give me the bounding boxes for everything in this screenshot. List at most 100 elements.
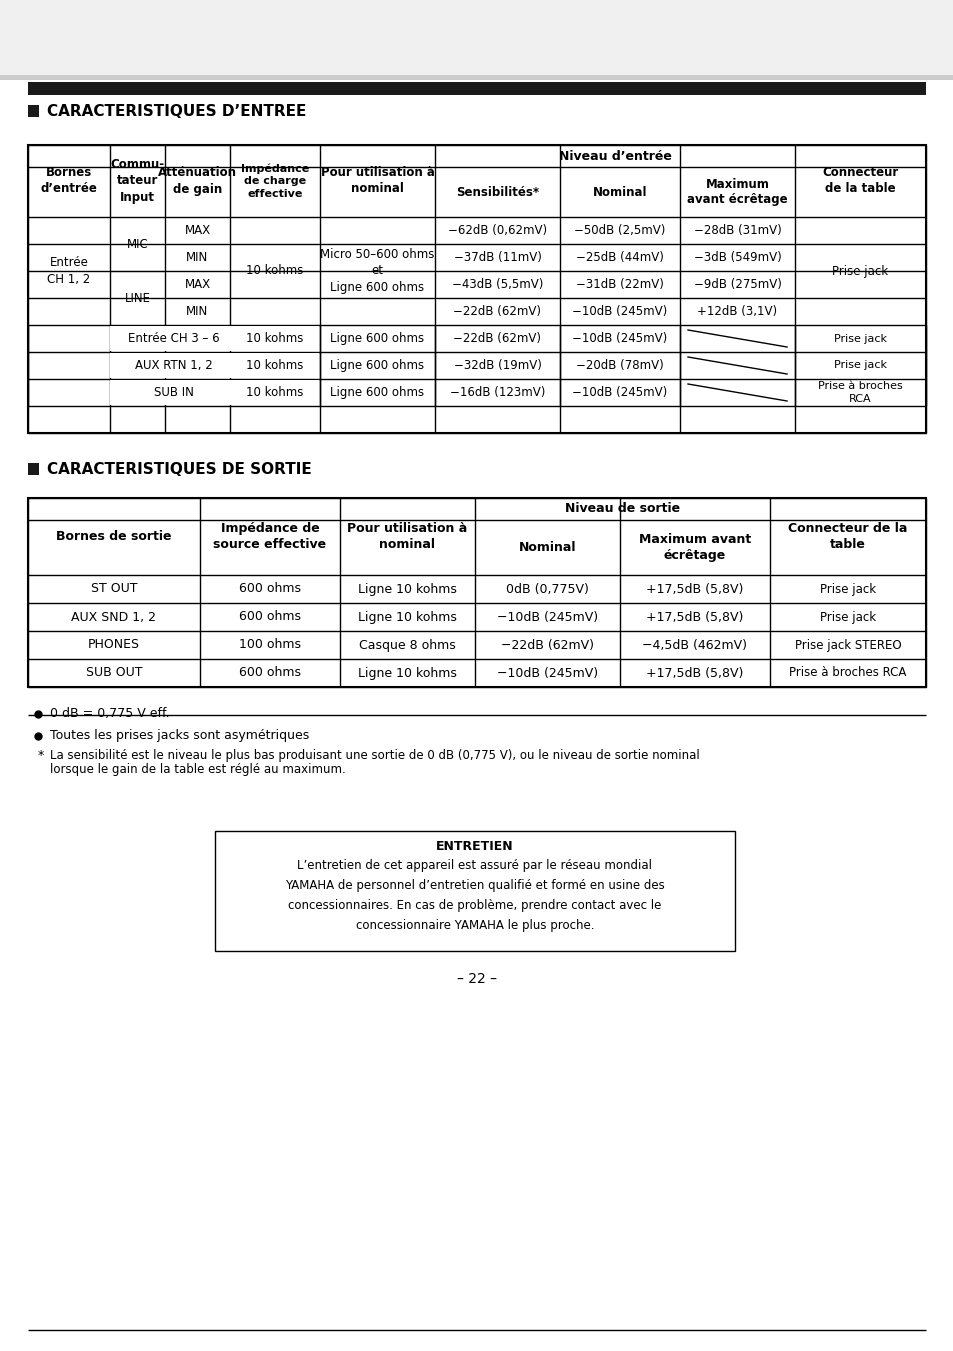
Text: LINE: LINE [125, 292, 151, 304]
Text: Commu-
tateur
Input: Commu- tateur Input [111, 158, 164, 204]
Text: concessionnaires. En cas de problème, prendre contact avec le: concessionnaires. En cas de problème, pr… [288, 898, 661, 912]
Text: +12dB (3,1V): +12dB (3,1V) [697, 305, 777, 317]
Text: Bornes
d’entrée: Bornes d’entrée [41, 166, 97, 196]
Text: Toutes les prises jacks sont asymétriques: Toutes les prises jacks sont asymétrique… [50, 730, 309, 743]
Bar [28, 145, 925, 434]
Text: CARACTERISTIQUES DE SORTIE: CARACTERISTIQUES DE SORTIE [47, 462, 312, 477]
Text: Prise jack: Prise jack [833, 334, 886, 343]
Bar [28, 105, 39, 118]
Text: MAX: MAX [184, 224, 211, 236]
Text: Impédance de
source effective: Impédance de source effective [213, 521, 326, 551]
Bar [28, 82, 925, 95]
Text: +17,5dB (5,8V): +17,5dB (5,8V) [645, 582, 743, 596]
Text: AUX SND 1, 2: AUX SND 1, 2 [71, 611, 156, 624]
Text: Pour utilisation à
nominal: Pour utilisation à nominal [347, 521, 467, 551]
Text: Pour utilisation à
nominal: Pour utilisation à nominal [320, 166, 434, 196]
Text: ST OUT: ST OUT [91, 582, 137, 596]
Text: 600 ohms: 600 ohms [239, 582, 301, 596]
Text: −62dB (0,62mV): −62dB (0,62mV) [448, 224, 546, 236]
Text: −10dB (245mV): −10dB (245mV) [572, 305, 667, 317]
Text: −3dB (549mV): −3dB (549mV) [693, 251, 781, 263]
Text: 100 ohms: 100 ohms [239, 639, 301, 651]
Text: −4,5dB (462mV): −4,5dB (462mV) [641, 639, 747, 651]
Text: Prise jack: Prise jack [833, 361, 886, 370]
Text: MIN: MIN [186, 305, 209, 317]
Text: −22dB (62mV): −22dB (62mV) [500, 639, 594, 651]
Text: −22dB (62mV): −22dB (62mV) [453, 332, 541, 345]
Text: Impédance
de charge
effective: Impédance de charge effective [240, 163, 309, 199]
Bar [214, 831, 734, 951]
Text: −10dB (245mV): −10dB (245mV) [572, 386, 667, 399]
Text: −43dB (5,5mV): −43dB (5,5mV) [452, 278, 542, 290]
Text: −25dB (44mV): −25dB (44mV) [576, 251, 663, 263]
Text: PHONES: PHONES [88, 639, 140, 651]
Text: −10dB (245mV): −10dB (245mV) [497, 666, 598, 680]
Text: −32dB (19mV): −32dB (19mV) [453, 359, 541, 372]
Text: 600 ohms: 600 ohms [239, 611, 301, 624]
Text: Prise jack STEREO: Prise jack STEREO [794, 639, 901, 651]
Text: Niveau de sortie: Niveau de sortie [564, 503, 679, 516]
Text: MAX: MAX [184, 278, 211, 290]
Text: Nominal: Nominal [518, 540, 576, 554]
Text: YAMAHA de personnel d’entretien qualifié et formé en usine des: YAMAHA de personnel d’entretien qualifié… [285, 878, 664, 892]
Text: Ligne 600 ohms: Ligne 600 ohms [330, 386, 424, 399]
Text: SUB OUT: SUB OUT [86, 666, 142, 680]
Text: Atténuation
de gain: Atténuation de gain [158, 166, 236, 196]
Text: Prise jack: Prise jack [819, 582, 875, 596]
Text: *: * [38, 750, 44, 762]
Text: Entrée
CH 1, 2: Entrée CH 1, 2 [48, 257, 91, 285]
Bar [0, 0, 953, 76]
Text: Niveau d’entrée: Niveau d’entrée [558, 150, 671, 162]
Text: L’entretien de cet appareil est assuré par le réseau mondial: L’entretien de cet appareil est assuré p… [297, 858, 652, 871]
Text: Sensibilités*: Sensibilités* [456, 185, 538, 199]
Text: ENTRETIEN: ENTRETIEN [436, 840, 514, 854]
Text: −37dB (11mV): −37dB (11mV) [453, 251, 541, 263]
Text: −50dB (2,5mV): −50dB (2,5mV) [574, 224, 665, 236]
Text: 10 kohms: 10 kohms [246, 332, 303, 345]
Text: Ligne 600 ohms: Ligne 600 ohms [330, 359, 424, 372]
Text: 10 kohms: 10 kohms [246, 359, 303, 372]
Bar [0, 76, 953, 80]
Text: Maximum
avant écrêtage: Maximum avant écrêtage [686, 177, 787, 207]
Bar [28, 499, 925, 688]
Text: Entrée CH 3 – 6: Entrée CH 3 – 6 [128, 332, 219, 345]
Text: MIN: MIN [186, 251, 209, 263]
Text: Prise jack: Prise jack [819, 611, 875, 624]
Text: La sensibilité est le niveau le plus bas produisant une sortie de 0 dB (0,775 V): La sensibilité est le niveau le plus bas… [50, 750, 699, 762]
Text: Ligne 10 kohms: Ligne 10 kohms [357, 611, 456, 624]
Text: 0dB (0,775V): 0dB (0,775V) [505, 582, 588, 596]
Bar [28, 463, 39, 476]
Text: AUX RTN 1, 2: AUX RTN 1, 2 [135, 359, 213, 372]
Text: Micro 50–600 ohms
et
Ligne 600 ohms: Micro 50–600 ohms et Ligne 600 ohms [320, 249, 435, 293]
Text: −28dB (31mV): −28dB (31mV) [693, 224, 781, 236]
Text: Ligne 600 ohms: Ligne 600 ohms [330, 332, 424, 345]
Text: SUB IN: SUB IN [153, 386, 193, 399]
Text: CARACTERISTIQUES D’ENTREE: CARACTERISTIQUES D’ENTREE [47, 104, 306, 119]
Text: −20dB (78mV): −20dB (78mV) [576, 359, 663, 372]
Text: −31dB (22mV): −31dB (22mV) [576, 278, 663, 290]
Bar [110, 380, 318, 405]
Text: concessionnaire YAMAHA le plus proche.: concessionnaire YAMAHA le plus proche. [355, 919, 594, 931]
Text: – 22 –: – 22 – [456, 971, 497, 986]
Text: lorsque le gain de la table est réglé au maximum.: lorsque le gain de la table est réglé au… [50, 762, 345, 775]
Text: +17,5dB (5,8V): +17,5dB (5,8V) [645, 666, 743, 680]
Text: Connecteur de la
table: Connecteur de la table [787, 521, 906, 551]
Text: +17,5dB (5,8V): +17,5dB (5,8V) [645, 611, 743, 624]
Text: 0 dB = 0,775 V eff.: 0 dB = 0,775 V eff. [50, 708, 170, 720]
Text: Ligne 10 kohms: Ligne 10 kohms [357, 666, 456, 680]
Text: Bornes de sortie: Bornes de sortie [56, 530, 172, 543]
Text: −9dB (275mV): −9dB (275mV) [693, 278, 781, 290]
Text: Casque 8 ohms: Casque 8 ohms [358, 639, 456, 651]
Text: Prise à broches
RCA: Prise à broches RCA [818, 381, 902, 404]
Text: Connecteur
de la table: Connecteur de la table [821, 166, 898, 196]
Text: MIC: MIC [127, 238, 149, 250]
Text: Maximum avant
écrêtage: Maximum avant écrêtage [639, 534, 750, 562]
Text: Ligne 10 kohms: Ligne 10 kohms [357, 582, 456, 596]
Text: 600 ohms: 600 ohms [239, 666, 301, 680]
Text: −16dB (123mV): −16dB (123mV) [450, 386, 544, 399]
Text: 10 kohms: 10 kohms [246, 386, 303, 399]
Text: −22dB (62mV): −22dB (62mV) [453, 305, 541, 317]
Text: 10 kohms: 10 kohms [246, 265, 303, 277]
Text: −10dB (245mV): −10dB (245mV) [497, 611, 598, 624]
Text: Nominal: Nominal [592, 185, 646, 199]
